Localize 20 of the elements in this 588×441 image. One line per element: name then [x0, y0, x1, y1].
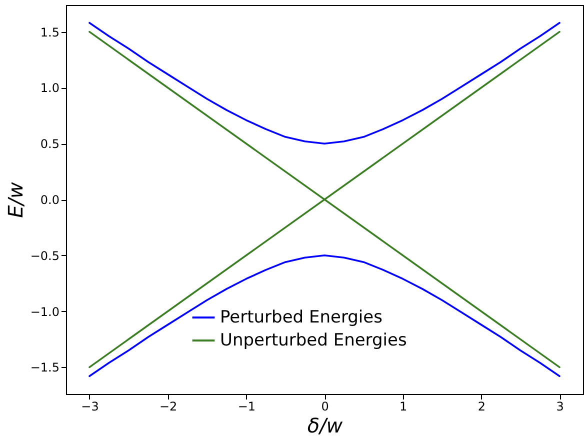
- x-tick-label: 2: [478, 400, 486, 414]
- line-series: [88, 22, 560, 145]
- x-tick-label: −3: [81, 400, 99, 414]
- y-tick-label: 1.5: [40, 25, 60, 40]
- y-tick-label: −1.0: [30, 304, 60, 319]
- x-axis-title: δ/w: [307, 414, 344, 438]
- y-tick-label: 1.0: [40, 81, 60, 96]
- legend-label: Perturbed Energies: [220, 308, 383, 328]
- y-tick-label: −0.5: [30, 248, 60, 263]
- x-tick-label: −2: [159, 400, 178, 414]
- line-series: [88, 254, 560, 378]
- y-tick-label: 0.5: [40, 137, 60, 152]
- y-axis-title: E/w: [3, 181, 28, 218]
- x-tick-label: 0: [321, 400, 329, 414]
- y-tick-label: −1.5: [30, 360, 60, 375]
- x-tick-label: −1: [238, 400, 256, 414]
- x-tick-label: 1: [400, 400, 408, 414]
- y-tick-label: 0.0: [40, 193, 60, 207]
- x-tick-label: 3: [556, 400, 564, 414]
- legend-label: Unperturbed Energies: [220, 330, 407, 350]
